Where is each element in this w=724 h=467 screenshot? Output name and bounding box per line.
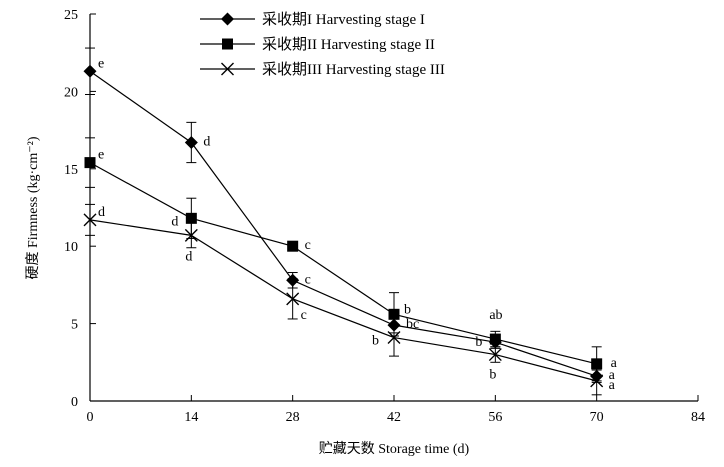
legend-label: 采收期I Harvesting stage I <box>262 11 425 28</box>
legend-item: 采收期III Harvesting stage III <box>200 61 445 78</box>
y-tick-label: 25 <box>64 8 78 23</box>
significance-label: d <box>171 214 178 229</box>
x-tick-label: 42 <box>387 410 401 425</box>
data-point <box>591 358 603 370</box>
significance-label: b <box>489 368 496 383</box>
x-tick-label: 14 <box>184 410 198 425</box>
significance-label: c <box>305 238 311 253</box>
data-point <box>185 212 197 224</box>
significance-label: c <box>301 308 307 323</box>
legend: 采收期I Harvesting stage I 采收期II Harvesting … <box>200 11 445 78</box>
significance-label: d <box>185 249 192 264</box>
series-line <box>89 219 597 382</box>
data-point <box>387 331 401 345</box>
data-point <box>488 348 502 362</box>
legend-label: 采收期II Harvesting stage II <box>262 36 435 53</box>
legend-item: 采收期II Harvesting stage II <box>200 36 435 53</box>
y-tick-label: 20 <box>64 85 78 100</box>
significance-label: a <box>609 368 616 383</box>
y-axis-title: 硬度 Firmness (kg·cm⁻²) <box>25 136 41 279</box>
y-tick-label: 10 <box>64 240 78 255</box>
significance-label: c <box>305 272 311 287</box>
data-point <box>287 240 299 252</box>
data-point <box>590 374 604 388</box>
legend-label: 采收期III Harvesting stage III <box>262 61 445 78</box>
significance-label: b <box>404 302 411 317</box>
significance-label: bc <box>406 317 419 332</box>
x-ticks: 0 14 28 42 56 70 84 <box>87 395 705 425</box>
data-point <box>184 135 198 149</box>
series-3: d d c b b a <box>83 203 616 396</box>
x-tick-label: 56 <box>488 410 502 425</box>
significance-label: ab <box>489 308 502 323</box>
y-tick-label: 0 <box>71 395 78 410</box>
series-2: e d c b b a <box>84 137 618 382</box>
significance-label: d <box>98 205 105 220</box>
y-tick-label: 15 <box>64 163 78 178</box>
significance-label: d <box>203 134 210 149</box>
data-point <box>489 333 501 345</box>
data-point <box>184 228 198 242</box>
data-point <box>388 308 400 320</box>
legend-marker <box>221 62 234 76</box>
y-ticks: 0 5 10 15 20 25 <box>64 8 96 410</box>
significance-label: e <box>98 56 104 71</box>
significance-label: a <box>611 356 618 371</box>
legend-marker <box>221 12 234 26</box>
legend-item: 采收期I Harvesting stage I <box>200 11 425 28</box>
x-tick-label: 28 <box>286 410 300 425</box>
data-point <box>286 292 300 306</box>
x-tick-label: 0 <box>87 410 94 425</box>
significance-label: a <box>609 378 616 393</box>
data-point <box>83 213 97 227</box>
data-point <box>83 64 97 78</box>
series-layer: e d c bc ab a e d c b b a d d c b b a <box>83 47 618 396</box>
y-tick-label: 5 <box>71 318 78 333</box>
series-line <box>89 162 597 365</box>
x-axis-title: 贮藏天数 Storage time (d) <box>319 441 470 457</box>
x-tick-label: 70 <box>590 410 604 425</box>
x-tick-label: 84 <box>691 410 705 425</box>
significance-label: b <box>475 335 482 350</box>
significance-label: e <box>98 148 104 163</box>
significance-label: b <box>372 334 379 349</box>
legend-marker <box>222 38 233 50</box>
data-point <box>84 157 96 169</box>
series-line <box>89 70 597 377</box>
